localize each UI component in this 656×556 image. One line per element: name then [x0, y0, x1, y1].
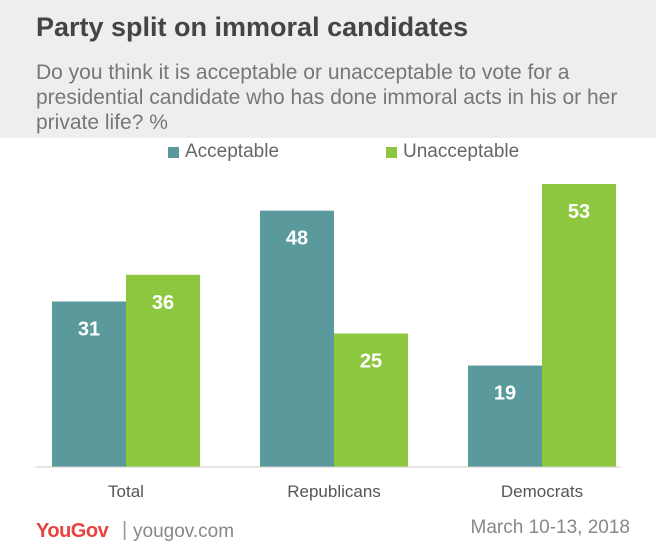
data-label-unacceptable-republicans: 25 [360, 351, 382, 373]
category-label-democrats: Democrats [501, 482, 583, 501]
bar-acceptable-democrats [468, 365, 542, 467]
data-label-acceptable-republicans: 48 [286, 228, 308, 250]
header-band [0, 0, 656, 138]
legend: Acceptable Unacceptable [0, 141, 656, 165]
legend-label-acceptable: Acceptable [185, 141, 280, 162]
legend-item-acceptable: Acceptable [168, 141, 279, 163]
bar-unacceptable-republicans [334, 333, 408, 467]
data-label-unacceptable-total: 36 [152, 292, 174, 314]
footer-site-link[interactable]: yougov.com [133, 521, 235, 542]
category-label-republicans: Republicans [287, 482, 381, 501]
chart-title: Party split on immoral candidates [36, 12, 469, 42]
data-label-unacceptable-democrats: 53 [568, 201, 590, 223]
footer-date: March 10-13, 2018 [470, 517, 631, 538]
footer-separator: | [122, 519, 128, 541]
yougov-logo: YouGov [36, 520, 109, 542]
legend-swatch-unacceptable [386, 146, 397, 158]
bar-unacceptable-democrats [542, 184, 616, 467]
data-label-acceptable-democrats: 19 [494, 383, 516, 405]
legend-item-unacceptable: Unacceptable [386, 141, 519, 163]
legend-swatch-acceptable [168, 146, 179, 158]
bar-acceptable-total [52, 301, 126, 467]
legend-label-unacceptable: Unacceptable [403, 141, 520, 162]
bar-unacceptable-total [126, 274, 200, 467]
category-label-total: Total [108, 482, 144, 501]
bar-acceptable-republicans [260, 210, 334, 467]
chart-subtitle: Do you think it is acceptable or unaccep… [36, 61, 618, 134]
data-label-acceptable-total: 31 [78, 318, 100, 340]
